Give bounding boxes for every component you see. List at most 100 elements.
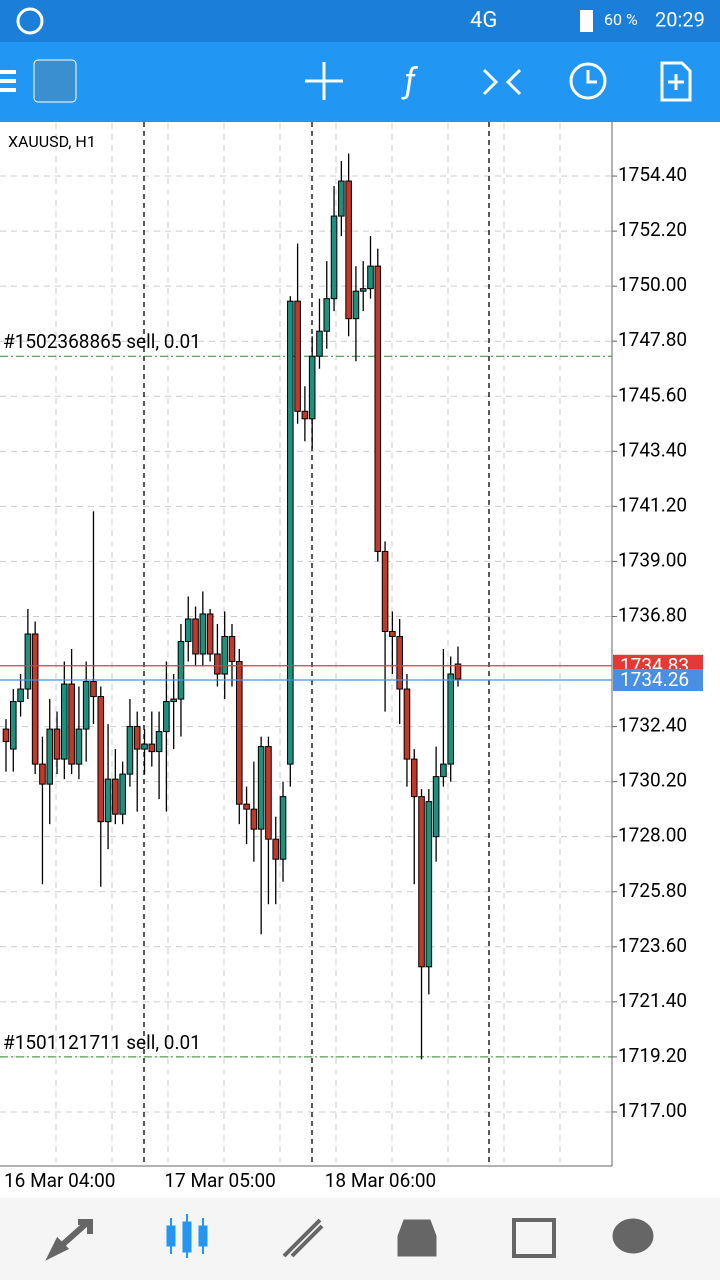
quotes-tab[interactable] [45,1219,93,1261]
candle-body [250,808,258,830]
y-tick-label: 1747.80 [618,328,687,351]
candle-body [294,300,301,412]
candle-body [119,773,126,815]
candle-body [199,613,207,655]
candle-body [316,330,323,357]
candle-body [184,618,192,642]
x-tick-label: 17 Mar 05:00 [164,1169,275,1192]
y-tick-label: 1754.40 [618,163,687,186]
candle-body [330,215,338,300]
candle-body [104,778,112,823]
x-tick-label: 16 Mar 04:00 [4,1169,115,1192]
candle-body [396,635,403,690]
order-label: #1501121711 sell, 0.01 [3,1031,201,1054]
y-tick-label: 1723.60 [618,934,687,957]
candle-body [53,728,61,760]
candle-body [352,290,360,320]
messages-tab[interactable] [612,1218,654,1254]
candle-body [97,696,105,823]
candle-body [170,698,177,703]
candle-body [425,801,433,968]
app-icon [16,7,44,35]
candle-body [148,743,156,753]
y-tick-label: 1730.20 [618,769,687,792]
indicators-button[interactable]: ƒ [400,61,418,101]
candle-body [221,635,228,675]
candle-body [112,778,119,815]
candle-body [272,838,280,860]
new-order-button[interactable] [660,61,692,102]
candle-body [39,763,46,785]
candle-body [279,796,287,860]
period-separators [143,122,490,1166]
battery: 60 % [604,10,638,29]
y-tick-label: 1728.00 [618,824,687,847]
y-tick-label: 1739.00 [618,548,687,571]
plot [0,153,617,1113]
history-button[interactable] [569,62,607,100]
candle-body [410,758,418,798]
candle-body [214,653,221,675]
candle-body [163,701,170,733]
grid [0,123,612,1165]
chart-tab[interactable] [166,1214,208,1258]
trade-button[interactable] [482,68,522,96]
candle-body [90,681,97,698]
candle-body [243,803,250,810]
candle-body [133,726,141,750]
order-label: #1502368865 sell, 0.01 [3,330,201,353]
candle-body [257,746,265,830]
candle-body [447,673,454,765]
candle-body [381,550,389,632]
candle-body [9,701,17,750]
candle-body [206,613,214,655]
x-tick-label: 18 Mar 06:00 [325,1169,436,1192]
battery-icon [580,10,593,32]
y-tick-label: 1750.00 [618,273,687,296]
candle-body [359,288,367,292]
candle-body [389,630,396,637]
candle-body [126,726,134,775]
network: 4G [470,8,497,33]
candle-body [265,746,272,840]
candle-body [31,633,39,765]
price-tag-label: 1734.26 [620,668,689,691]
candle-body [68,683,75,765]
clock: 20:29 [655,7,705,31]
trade-tab[interactable] [282,1218,324,1258]
candle-body [418,796,425,968]
chart-area [0,122,720,1198]
history-tab[interactable] [397,1219,437,1257]
candle-body [75,728,83,765]
logo[interactable] [33,59,77,103]
candle-body [308,355,316,420]
candle-body [287,300,294,765]
candle-body [301,410,309,420]
candle-body [323,298,331,332]
y-tick-label: 1717.00 [618,1099,687,1122]
crosshair-button[interactable] [305,62,343,100]
news-tab[interactable] [512,1218,556,1258]
bottom-nav [0,1198,720,1280]
candle-body [17,688,24,703]
y-tick-label: 1745.60 [618,383,687,406]
candle-body [374,265,382,552]
candle-body [432,776,440,838]
y-tick-label: 1719.20 [618,1044,687,1067]
candle-body [228,635,236,663]
menu-button[interactable] [0,70,16,92]
candle-body [24,633,32,690]
y-tick-label: 1721.40 [618,989,687,1012]
candle-body [61,683,68,760]
y-tick-label: 1725.80 [618,879,687,902]
price-tag [613,669,703,692]
candle-body [338,180,345,217]
candle-body [235,661,243,805]
y-tick-label: 1752.20 [618,218,687,241]
y-tick-label: 1743.40 [618,438,687,461]
candle-body [141,743,148,750]
y-tick-label: 1741.20 [618,493,687,516]
y-tick-label: 1736.80 [618,603,687,626]
candle-body [454,663,462,680]
